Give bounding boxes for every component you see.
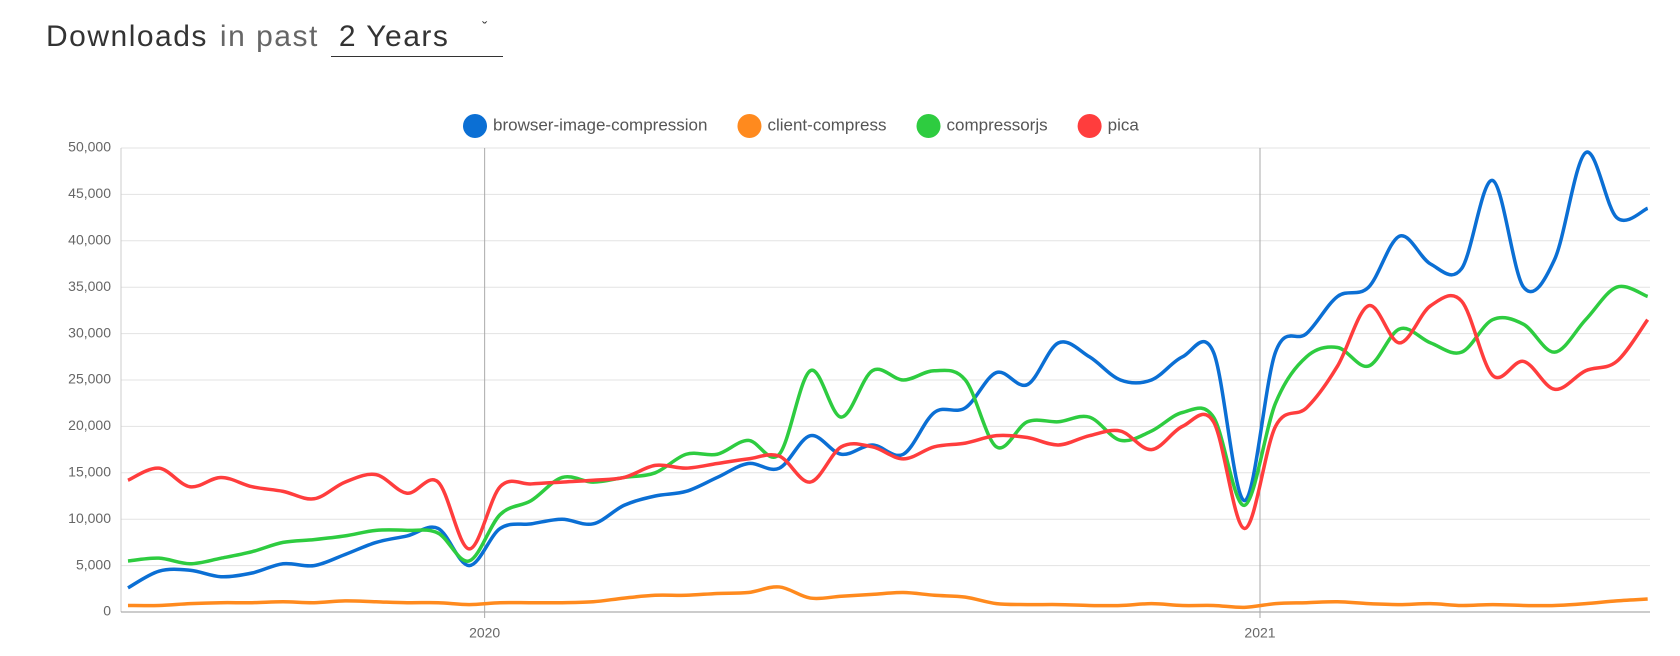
series-line [127, 293, 1650, 551]
caret: ˇ [481, 20, 489, 37]
y-tick-label: 5,000 [76, 556, 111, 572]
legend-swatch [1077, 114, 1102, 138]
legend-swatch [463, 114, 487, 138]
y-tick-label: 40,000 [68, 232, 111, 248]
y-tick-label: 0 [103, 603, 111, 619]
subtitle: in past [219, 20, 319, 53]
y-tick-label: 25,000 [68, 371, 111, 387]
header: Downloads in past 2 Years ˇ [46, 20, 503, 57]
y-tick-label: 20,000 [68, 417, 111, 433]
legend-item[interactable]: compressorjs [916, 114, 1048, 138]
legend-label: compressorjs [947, 115, 1048, 134]
title: Downloads [46, 20, 208, 53]
y-tick-label: 15,000 [68, 464, 111, 480]
legend-item[interactable]: browser-image-compression [463, 114, 707, 138]
legend-label: client-compress [767, 115, 886, 134]
legend-swatch [737, 114, 762, 138]
y-tick-label: 45,000 [68, 185, 111, 201]
series-line [127, 284, 1649, 566]
y-tick-label: 10,000 [68, 510, 111, 526]
y-tick-label: 50,000 [68, 139, 111, 155]
y-tick-label: 30,000 [68, 324, 111, 340]
legend-label: browser-image-compression [493, 115, 707, 134]
period-select[interactable]: 2 Years ˇ [330, 20, 503, 57]
period: 2 Years [338, 20, 450, 53]
x-tick-label: 2021 [1244, 625, 1275, 641]
x-tick-label: 2020 [469, 625, 500, 641]
legend-label: pica [1108, 115, 1140, 134]
series-line [127, 585, 1648, 610]
y-tick-label: 35,000 [68, 278, 111, 294]
legend-item[interactable]: client-compress [737, 114, 887, 138]
series-line [127, 150, 1649, 590]
legend-swatch [916, 114, 941, 138]
legend-item[interactable]: pica [1077, 114, 1140, 138]
